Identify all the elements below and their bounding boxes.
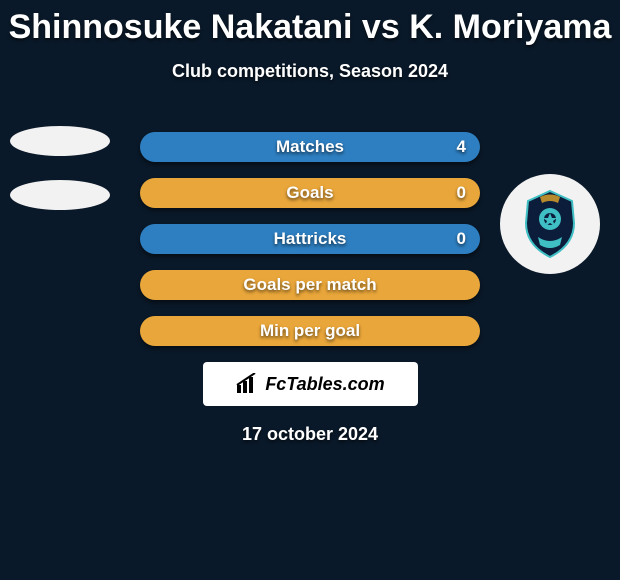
comparison-area: Matches 4 Goals 0 Hattricks 0 Goals per match M… (0, 132, 620, 346)
date-text: 17 october 2024 (0, 424, 620, 445)
stat-bars: Matches 4 Goals 0 Hattricks 0 Goals per match M… (140, 132, 480, 346)
right-team-badge (500, 174, 600, 274)
stat-bar: Matches 4 (140, 132, 480, 162)
brand-box: FcTables.com (203, 362, 418, 406)
bar-chart-icon (235, 373, 261, 395)
stat-bar-value: 0 (457, 183, 466, 203)
page-title: Shinnosuke Nakatani vs K. Moriyama (0, 0, 620, 47)
team-crest-icon (520, 189, 580, 259)
stat-bar-label: Min per goal (260, 321, 360, 341)
stat-bar: Hattricks 0 (140, 224, 480, 254)
stat-bar: Min per goal (140, 316, 480, 346)
left-badge-placeholder-1 (10, 126, 110, 156)
stat-bar: Goals 0 (140, 178, 480, 208)
stat-bar-value: 4 (457, 137, 466, 157)
stat-bar-label: Matches (276, 137, 344, 157)
left-badge-placeholder-2 (10, 180, 110, 210)
stat-bar-label: Goals (286, 183, 333, 203)
stat-bar: Goals per match (140, 270, 480, 300)
subtitle: Club competitions, Season 2024 (0, 61, 620, 82)
brand-logo: FcTables.com (235, 373, 384, 395)
stat-bar-label: Hattricks (274, 229, 347, 249)
left-team-badges (10, 126, 110, 234)
stat-bar-label: Goals per match (243, 275, 376, 295)
stat-bar-value: 0 (457, 229, 466, 249)
brand-text: FcTables.com (265, 374, 384, 395)
